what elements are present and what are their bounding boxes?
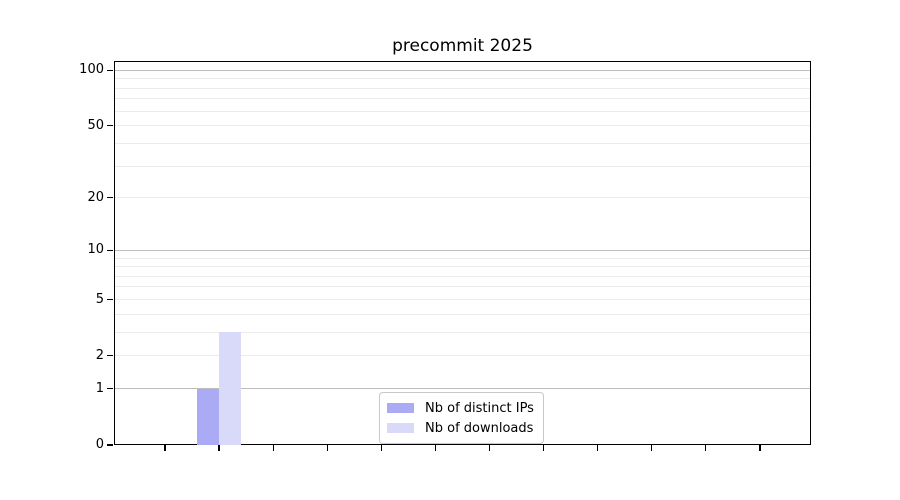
y-tick-label: 2 <box>95 347 104 363</box>
x-tick-mark <box>543 445 545 451</box>
y-tick-mark <box>107 69 113 71</box>
legend-label-distinct-ips: Nb of distinct IPs <box>425 400 534 416</box>
y-gridline-minor <box>115 98 810 100</box>
legend-label-downloads: Nb of downloads <box>425 420 534 436</box>
y-tick-mark <box>107 388 113 390</box>
y-tick-mark <box>107 355 113 357</box>
x-tick-mark <box>326 445 328 451</box>
y-tick-label: 5 <box>95 291 104 307</box>
y-gridline-minor <box>115 87 810 89</box>
y-gridline-minor <box>115 299 810 300</box>
legend-entry-downloads: Nb of downloads <box>387 418 534 438</box>
y-tick-mark <box>107 125 113 127</box>
y-gridline-minor <box>115 266 810 268</box>
x-axis-line <box>114 443 811 445</box>
y-gridline-minor <box>115 110 810 112</box>
spine-left <box>114 61 116 445</box>
x-tick-mark <box>759 445 761 451</box>
y-tick-mark <box>107 249 113 251</box>
y-tick-label: 20 <box>87 189 104 205</box>
y-tick-label: 1 <box>95 380 104 396</box>
x-tick-mark <box>380 445 382 451</box>
y-gridline-major <box>115 69 810 71</box>
bar-nb-of-distinct-ips <box>197 388 220 445</box>
legend-swatch-distinct-ips <box>387 403 414 413</box>
x-tick-mark <box>488 445 491 451</box>
x-tick-mark <box>272 445 274 451</box>
y-gridline-minor <box>115 313 810 315</box>
legend-entry-distinct-ips: Nb of distinct IPs <box>387 398 534 418</box>
x-tick-mark <box>164 445 166 451</box>
y-gridline-minor <box>115 275 810 277</box>
x-tick-mark <box>597 445 599 451</box>
y-gridline-major <box>115 388 810 390</box>
y-tick-label: 10 <box>87 242 104 258</box>
y-tick-label: 0 <box>95 437 104 452</box>
y-gridline-minor <box>115 286 810 288</box>
y-gridline-minor <box>115 197 810 199</box>
y-tick-mark <box>107 444 113 446</box>
y-gridline-minor <box>115 165 810 167</box>
y-gridline-minor <box>115 125 810 127</box>
y-tick-mark <box>107 197 113 199</box>
chart-title: precommit 2025 <box>392 36 533 56</box>
x-tick-mark <box>218 445 220 451</box>
y-gridline-major <box>115 249 810 251</box>
y-gridline-minor <box>115 331 810 333</box>
x-tick-mark <box>705 445 707 451</box>
y-tick-label: 50 <box>87 117 104 133</box>
legend-swatch-downloads <box>387 423 414 433</box>
x-tick-mark <box>434 445 437 451</box>
spine-right <box>809 61 811 445</box>
y-gridline-minor <box>115 142 810 144</box>
legend: Nb of distinct IPs Nb of downloads <box>379 392 544 444</box>
plot-area: 0125102050100Jan 2025Feb 2025Mar 2025Apr… <box>79 61 811 452</box>
y-gridline-minor <box>115 355 810 357</box>
y-gridline-minor <box>115 78 810 80</box>
x-tick-mark <box>651 445 653 451</box>
bar-nb-of-downloads <box>219 332 241 445</box>
y-tick-label: 100 <box>79 62 104 78</box>
spine-top <box>114 61 811 63</box>
y-tick-mark <box>107 298 113 301</box>
y-gridline-minor <box>115 257 810 259</box>
